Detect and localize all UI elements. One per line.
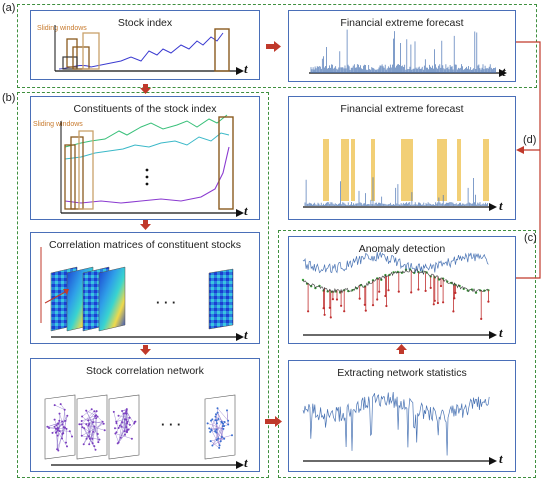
group-a (17, 4, 537, 88)
network-plot (44, 394, 244, 469)
panel-forecast-top: Financial extreme forecast t (288, 10, 516, 82)
network-graph-2 (78, 408, 106, 451)
group-b (17, 92, 269, 478)
panel-correlation: Correlation matrices of constituent stoc… (30, 232, 260, 344)
panel-title: Financial extreme forecast (340, 17, 464, 29)
arrow-a-to-b (143, 84, 148, 88)
ellipsis: · · · (161, 417, 182, 432)
time-axis-label: t (244, 455, 248, 470)
panel-network: Stock correlation network · · · t (30, 358, 260, 472)
panel-constituents: Constituents of the stock index Sliding … (30, 96, 260, 220)
label-c: (c) (524, 232, 537, 244)
matrix-stack (50, 266, 234, 332)
label-b: (b) (2, 92, 16, 104)
time-axis-label: t (502, 64, 506, 79)
sliding-windows-label: Sliding windows (37, 25, 87, 32)
forecast-top-plot (309, 29, 507, 77)
time-axis-label: t (499, 198, 503, 213)
panel-title: Constituents of the stock index (73, 103, 217, 115)
arrow-constituents-to-correlation (143, 220, 148, 225)
arrow-index-to-forecast (266, 44, 274, 49)
sliding-windows-label: Sliding windows (33, 121, 83, 128)
network-graph-4 (206, 407, 233, 449)
panel-extracting: Extracting network statistics t (288, 360, 516, 472)
constituents-plot (60, 114, 244, 217)
time-axis-label: t (499, 325, 503, 340)
correlation-plot (40, 247, 244, 341)
network-graph-1 (46, 403, 73, 452)
forecast-mid-plot (303, 139, 497, 211)
group-c (278, 230, 536, 478)
panel-stock-index: Stock index Sliding windows t (30, 10, 260, 80)
panel-title: Extracting network statistics (337, 367, 467, 379)
arrow-extracting-to-anomaly (399, 348, 404, 354)
bracket-d (516, 41, 541, 279)
label-a: (a) (2, 2, 16, 14)
panel-title: Correlation matrices of constituent stoc… (49, 239, 241, 251)
panel-title: Financial extreme forecast (340, 103, 464, 115)
arrow-network-to-extracting (265, 419, 275, 424)
time-axis-label: t (499, 451, 503, 466)
time-axis-label: t (244, 203, 248, 218)
time-axis-label: t (244, 327, 248, 342)
panel-title: Stock correlation network (86, 365, 204, 377)
ellipsis: · · · (156, 295, 177, 310)
panel-forecast-mid: Financial extreme forecast t (288, 96, 516, 220)
network-graph-3 (112, 408, 137, 445)
panel-title: Stock index (117, 17, 173, 29)
anomaly-plot (301, 251, 497, 339)
time-axis-label: t (244, 61, 248, 76)
stock-index-plot (54, 25, 244, 75)
extracting-plot (302, 391, 497, 465)
label-d: (d) (523, 134, 537, 146)
panel-anomaly: Anomaly detection t (288, 236, 516, 344)
arrow-correlation-to-network (143, 345, 148, 350)
